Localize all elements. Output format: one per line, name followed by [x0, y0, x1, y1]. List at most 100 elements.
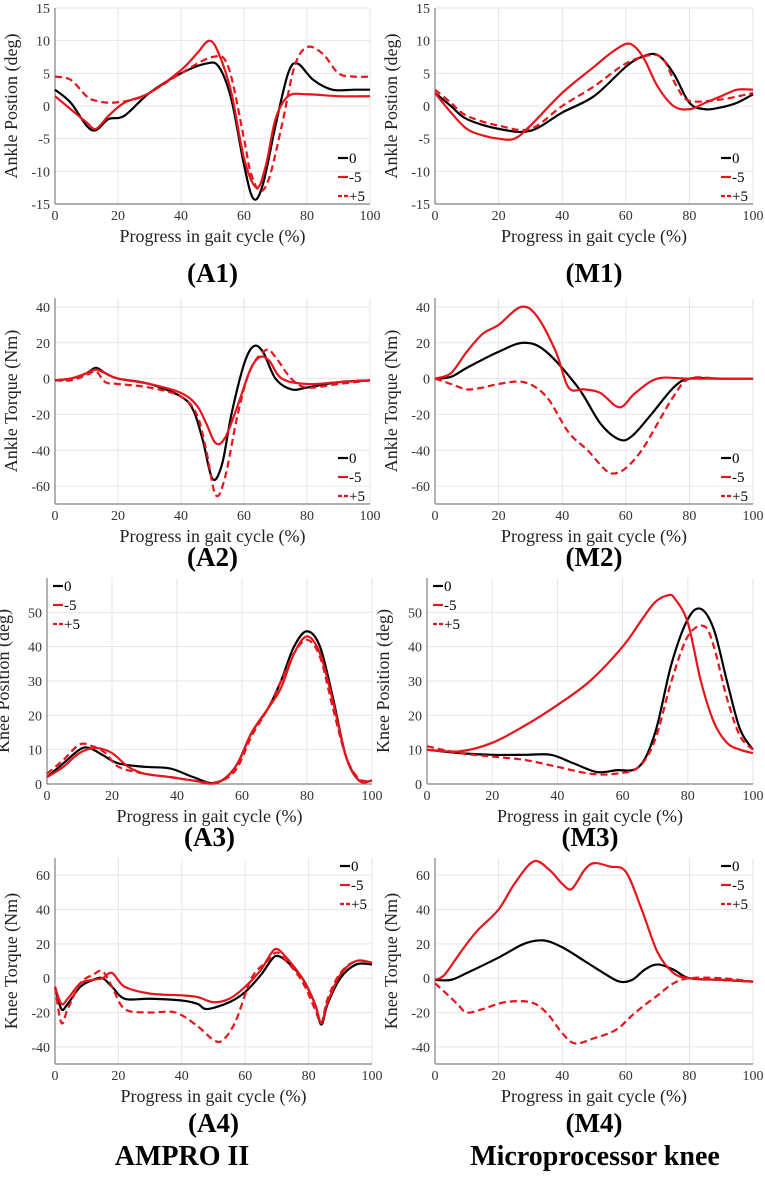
y-tick-label: -40: [411, 444, 430, 459]
y-tick-label: 20: [28, 709, 42, 724]
chart-m4: 0 20 40 60 80 100 -40 -20 0 20 40 60 Progress in gai…: [381, 858, 764, 1138]
legend: 0 -5 +5: [721, 151, 748, 205]
y-tick-label: 0: [43, 100, 50, 115]
series-line-zero: [54, 61, 370, 201]
series-line-plus5: [54, 45, 371, 193]
legend: 0 -5 +5: [340, 859, 367, 913]
y-tick-label: 50: [28, 606, 42, 621]
legend: 0 -5 +5: [433, 579, 460, 633]
x-tick-label: 0: [432, 209, 439, 224]
legend-label: 0: [349, 151, 357, 167]
y-tick-label: 0: [43, 373, 50, 388]
footer-left: AMPRO II: [115, 1141, 250, 1172]
y-tick-label: 50: [408, 606, 422, 621]
y-tick-label: 40: [28, 641, 42, 656]
y-tick-label: 0: [423, 100, 430, 115]
x-axis-label: Progress in gait cycle (%): [501, 226, 687, 247]
y-tick-label: 0: [423, 972, 430, 987]
x-tick-label: 100: [743, 789, 764, 804]
legend-label: +5: [732, 189, 748, 205]
legend-label: 0: [351, 859, 359, 875]
y-tick-label: -40: [31, 1041, 50, 1056]
legend-label: -5: [64, 598, 77, 614]
x-tick-label: 60: [616, 789, 630, 804]
legend: 0 -5 +5: [338, 151, 365, 205]
legend-label: 0: [732, 859, 740, 875]
y-tick-label: 30: [28, 675, 42, 690]
x-tick-label: 80: [682, 509, 696, 524]
x-tick-label: 20: [111, 209, 125, 224]
x-tick-label: 100: [743, 509, 764, 524]
x-tick-label: 60: [619, 509, 633, 524]
y-tick-label: -60: [411, 480, 430, 495]
y-tick-label: 10: [416, 35, 430, 50]
y-tick-label: 20: [36, 938, 50, 953]
series-line-minus5: [434, 859, 754, 983]
x-tick-label: 40: [555, 509, 569, 524]
legend-label: +5: [444, 617, 460, 633]
x-tick-label: 80: [681, 789, 695, 804]
legend-label: -5: [732, 170, 745, 186]
panel-caption: (A3): [184, 822, 235, 852]
x-tick-label: 20: [111, 509, 125, 524]
y-axis-label: Knee Position (deg): [373, 609, 394, 753]
chart-a4: 0 20 40 60 80 100 -40 -20 0 20 40 60 Progress in gai…: [1, 858, 383, 1138]
series-line-plus5: [426, 624, 754, 776]
series-group: [426, 593, 754, 776]
y-tick-label: -20: [411, 408, 430, 423]
legend-label: -5: [732, 470, 745, 486]
x-tick-label: 60: [619, 209, 633, 224]
legend-label: -5: [351, 878, 364, 894]
x-tick-label: 40: [174, 209, 188, 224]
x-axis-label: Progress in gait cycle (%): [501, 1086, 687, 1107]
y-tick-label: -60: [31, 480, 50, 495]
series-line-zero: [434, 939, 754, 984]
panel-caption: (M1): [566, 258, 623, 288]
x-tick-label: 0: [52, 209, 59, 224]
legend-label: +5: [349, 189, 365, 205]
series-line-minus5: [54, 39, 371, 189]
x-tick-label: 20: [485, 789, 499, 804]
y-tick-label: 0: [43, 972, 50, 987]
y-tick-label: 60: [416, 869, 430, 884]
legend-label: 0: [732, 451, 740, 467]
series-group: [53, 947, 373, 1044]
series-line-zero: [54, 344, 371, 481]
y-tick-label: 20: [416, 337, 430, 352]
x-tick-label: 100: [362, 789, 383, 804]
x-tick-label: 40: [174, 509, 188, 524]
series-line-plus5: [46, 638, 373, 784]
panel-caption: (A4): [188, 1108, 239, 1138]
x-tick-label: 20: [492, 209, 506, 224]
x-tick-label: 20: [111, 1069, 125, 1084]
y-tick-label: 20: [416, 938, 430, 953]
footer-right: Microprocessor knee: [470, 1141, 720, 1172]
series-group: [54, 344, 371, 498]
chart-a3: 0 20 40 60 80 100 0 10 20 30 40 50 Progress in gait …: [0, 578, 383, 852]
y-tick-label: 0: [423, 373, 430, 388]
legend-label: -5: [444, 598, 457, 614]
legend: 0 -5 +5: [338, 451, 365, 505]
legend-label: 0: [732, 151, 740, 167]
x-axis-label: Progress in gait cycle (%): [121, 1086, 307, 1107]
y-tick-label: 60: [36, 869, 50, 884]
y-tick-label: 5: [423, 67, 430, 82]
series-line-plus5: [53, 951, 373, 1044]
y-tick-label: 10: [408, 744, 422, 759]
y-tick-label: -5: [418, 133, 430, 148]
x-tick-label: 20: [105, 789, 119, 804]
panel-caption: (A2): [187, 542, 238, 572]
x-tick-label: 60: [237, 209, 251, 224]
panel-caption: (A1): [187, 258, 238, 288]
y-tick-label: -5: [38, 133, 50, 148]
series-line-minus5: [54, 355, 371, 446]
y-axis-label: Ankle Torque (Nm): [381, 330, 402, 472]
y-tick-label: 40: [36, 301, 50, 316]
x-tick-label: 0: [52, 509, 59, 524]
legend: 0 -5 +5: [721, 859, 748, 913]
legend-label: 0: [64, 579, 72, 595]
legend-label: -5: [349, 170, 362, 186]
x-tick-label: 0: [52, 1069, 59, 1084]
x-axis-label: Progress in gait cycle (%): [117, 806, 303, 827]
